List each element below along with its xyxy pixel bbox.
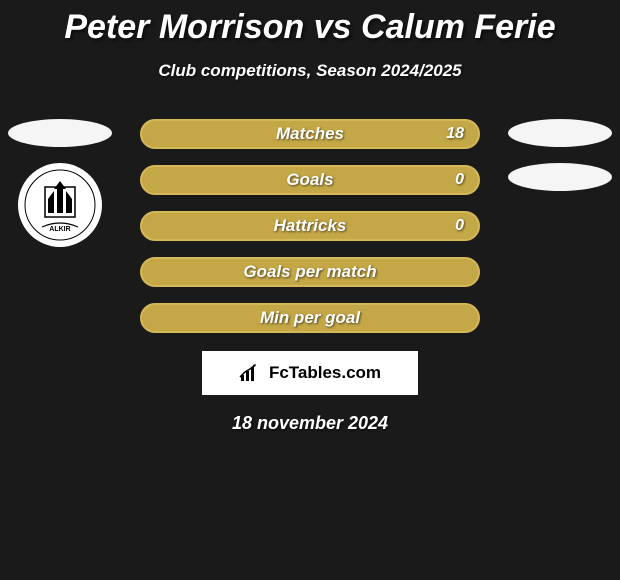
- stat-label: Hattricks: [274, 216, 347, 236]
- player-name-ellipse-right-2: [508, 163, 612, 191]
- right-player-column: [508, 119, 612, 191]
- date-label: 18 november 2024: [0, 413, 620, 434]
- club-logo-left: ALKIR: [18, 163, 102, 247]
- player-name-ellipse-left: [8, 119, 112, 147]
- stat-bar-min-per-goal: Min per goal: [140, 303, 480, 333]
- bar-chart-icon: [239, 363, 263, 383]
- stat-value: 0: [455, 217, 464, 235]
- left-player-column: ALKIR: [8, 119, 112, 247]
- fctables-watermark: FcTables.com: [202, 351, 418, 395]
- subtitle: Club competitions, Season 2024/2025: [0, 61, 620, 81]
- stat-value: 0: [455, 171, 464, 189]
- page-title: Peter Morrison vs Calum Ferie: [0, 0, 620, 47]
- comparison-content: ALKIR Matches 18 Goals 0 Hattricks 0 Goa…: [0, 119, 620, 434]
- stat-bar-matches: Matches 18: [140, 119, 480, 149]
- stat-bar-goals: Goals 0: [140, 165, 480, 195]
- fctables-label: FcTables.com: [269, 363, 381, 383]
- stat-label: Min per goal: [260, 308, 360, 328]
- stat-value: 18: [446, 125, 464, 143]
- stat-label: Matches: [276, 124, 344, 144]
- player-name-ellipse-right-1: [508, 119, 612, 147]
- stat-bar-hattricks: Hattricks 0: [140, 211, 480, 241]
- stat-label: Goals: [286, 170, 333, 190]
- falkirk-crest-icon: ALKIR: [24, 169, 96, 241]
- stat-label: Goals per match: [243, 262, 376, 282]
- svg-text:ALKIR: ALKIR: [49, 226, 70, 233]
- stat-bar-goals-per-match: Goals per match: [140, 257, 480, 287]
- stat-bars: Matches 18 Goals 0 Hattricks 0 Goals per…: [140, 119, 480, 333]
